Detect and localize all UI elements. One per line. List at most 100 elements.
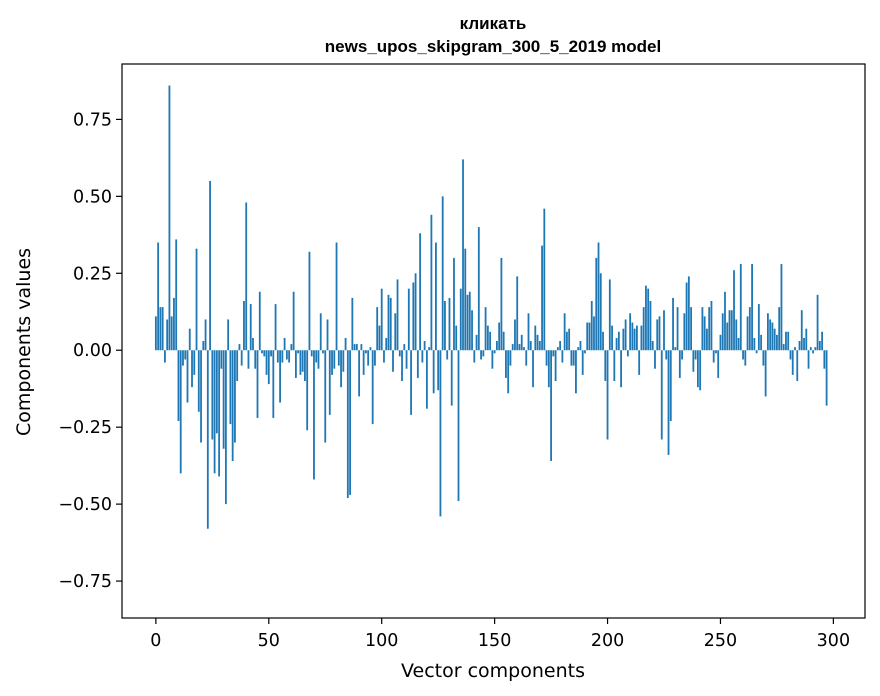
bar (656, 319, 659, 351)
bar (579, 341, 582, 351)
bar (423, 341, 426, 351)
y-tick-label: 0.00 (73, 341, 112, 361)
bar (683, 313, 686, 351)
bar (681, 350, 683, 360)
bar (789, 350, 792, 360)
bar (816, 294, 819, 351)
bar (243, 300, 245, 351)
bar (798, 341, 801, 351)
bar (238, 344, 241, 351)
bar (636, 325, 638, 351)
bar (554, 350, 557, 382)
bar (739, 264, 742, 351)
bar (690, 307, 693, 351)
bar (812, 350, 814, 354)
bar (416, 350, 419, 378)
bar (489, 331, 492, 351)
x-tick-label: 250 (704, 631, 737, 651)
bar (294, 350, 297, 378)
bar (410, 350, 412, 415)
bar (218, 350, 221, 477)
bar (227, 319, 230, 351)
bar (687, 276, 690, 351)
bar (780, 264, 783, 351)
bar (267, 350, 270, 385)
bar (249, 304, 252, 351)
bar (719, 334, 722, 351)
bar (455, 325, 458, 351)
bar (261, 350, 263, 354)
bar (229, 350, 232, 425)
bar (432, 350, 435, 394)
bar (486, 325, 489, 351)
bar (351, 297, 354, 351)
bar (728, 310, 731, 351)
bar (319, 313, 322, 351)
bar (568, 328, 571, 351)
bar (773, 328, 776, 351)
bar (606, 350, 609, 440)
bar (175, 239, 178, 351)
bar (258, 291, 261, 351)
bar (491, 350, 494, 369)
bar (385, 337, 388, 351)
bar (362, 350, 365, 375)
bar (195, 248, 198, 351)
bar (509, 350, 512, 366)
bar (527, 313, 530, 351)
bar (254, 350, 257, 369)
bar (263, 350, 266, 357)
bar (672, 297, 674, 351)
bar (315, 350, 318, 363)
bar (270, 350, 272, 357)
bar (782, 344, 785, 351)
bar (757, 304, 760, 351)
bar (760, 334, 763, 351)
bar (766, 313, 769, 351)
bar (182, 350, 184, 366)
bar (803, 337, 805, 351)
bar (620, 350, 622, 388)
bar (281, 350, 284, 363)
bar (771, 322, 774, 351)
bar (577, 347, 580, 351)
bar (493, 350, 496, 354)
bar (252, 337, 254, 351)
bar (414, 273, 417, 351)
bar (389, 297, 392, 351)
bar (376, 307, 379, 351)
bar (746, 316, 749, 351)
bar (724, 291, 726, 351)
bar (665, 350, 668, 360)
bar (654, 350, 656, 369)
bar (188, 328, 191, 351)
bar (154, 316, 157, 351)
bar (310, 350, 313, 357)
bar (796, 350, 799, 382)
bar (604, 350, 607, 382)
bars-group (154, 85, 828, 529)
bar (342, 350, 345, 372)
bar (651, 341, 654, 351)
bar (669, 350, 672, 422)
bar (559, 341, 562, 351)
bar (608, 279, 611, 351)
bar (344, 337, 347, 351)
bar (288, 350, 291, 363)
bar (322, 350, 324, 354)
bar (696, 350, 699, 388)
bar (222, 350, 225, 449)
bar (193, 350, 196, 375)
bar (464, 248, 467, 351)
bar (660, 350, 663, 440)
bar (396, 279, 399, 351)
bar (699, 350, 702, 391)
bar (292, 291, 295, 351)
bar (335, 242, 338, 351)
bar (204, 319, 207, 351)
bar (523, 347, 525, 351)
bar (500, 257, 503, 351)
bar (525, 350, 528, 366)
y-tick-label: 0.25 (73, 264, 112, 284)
